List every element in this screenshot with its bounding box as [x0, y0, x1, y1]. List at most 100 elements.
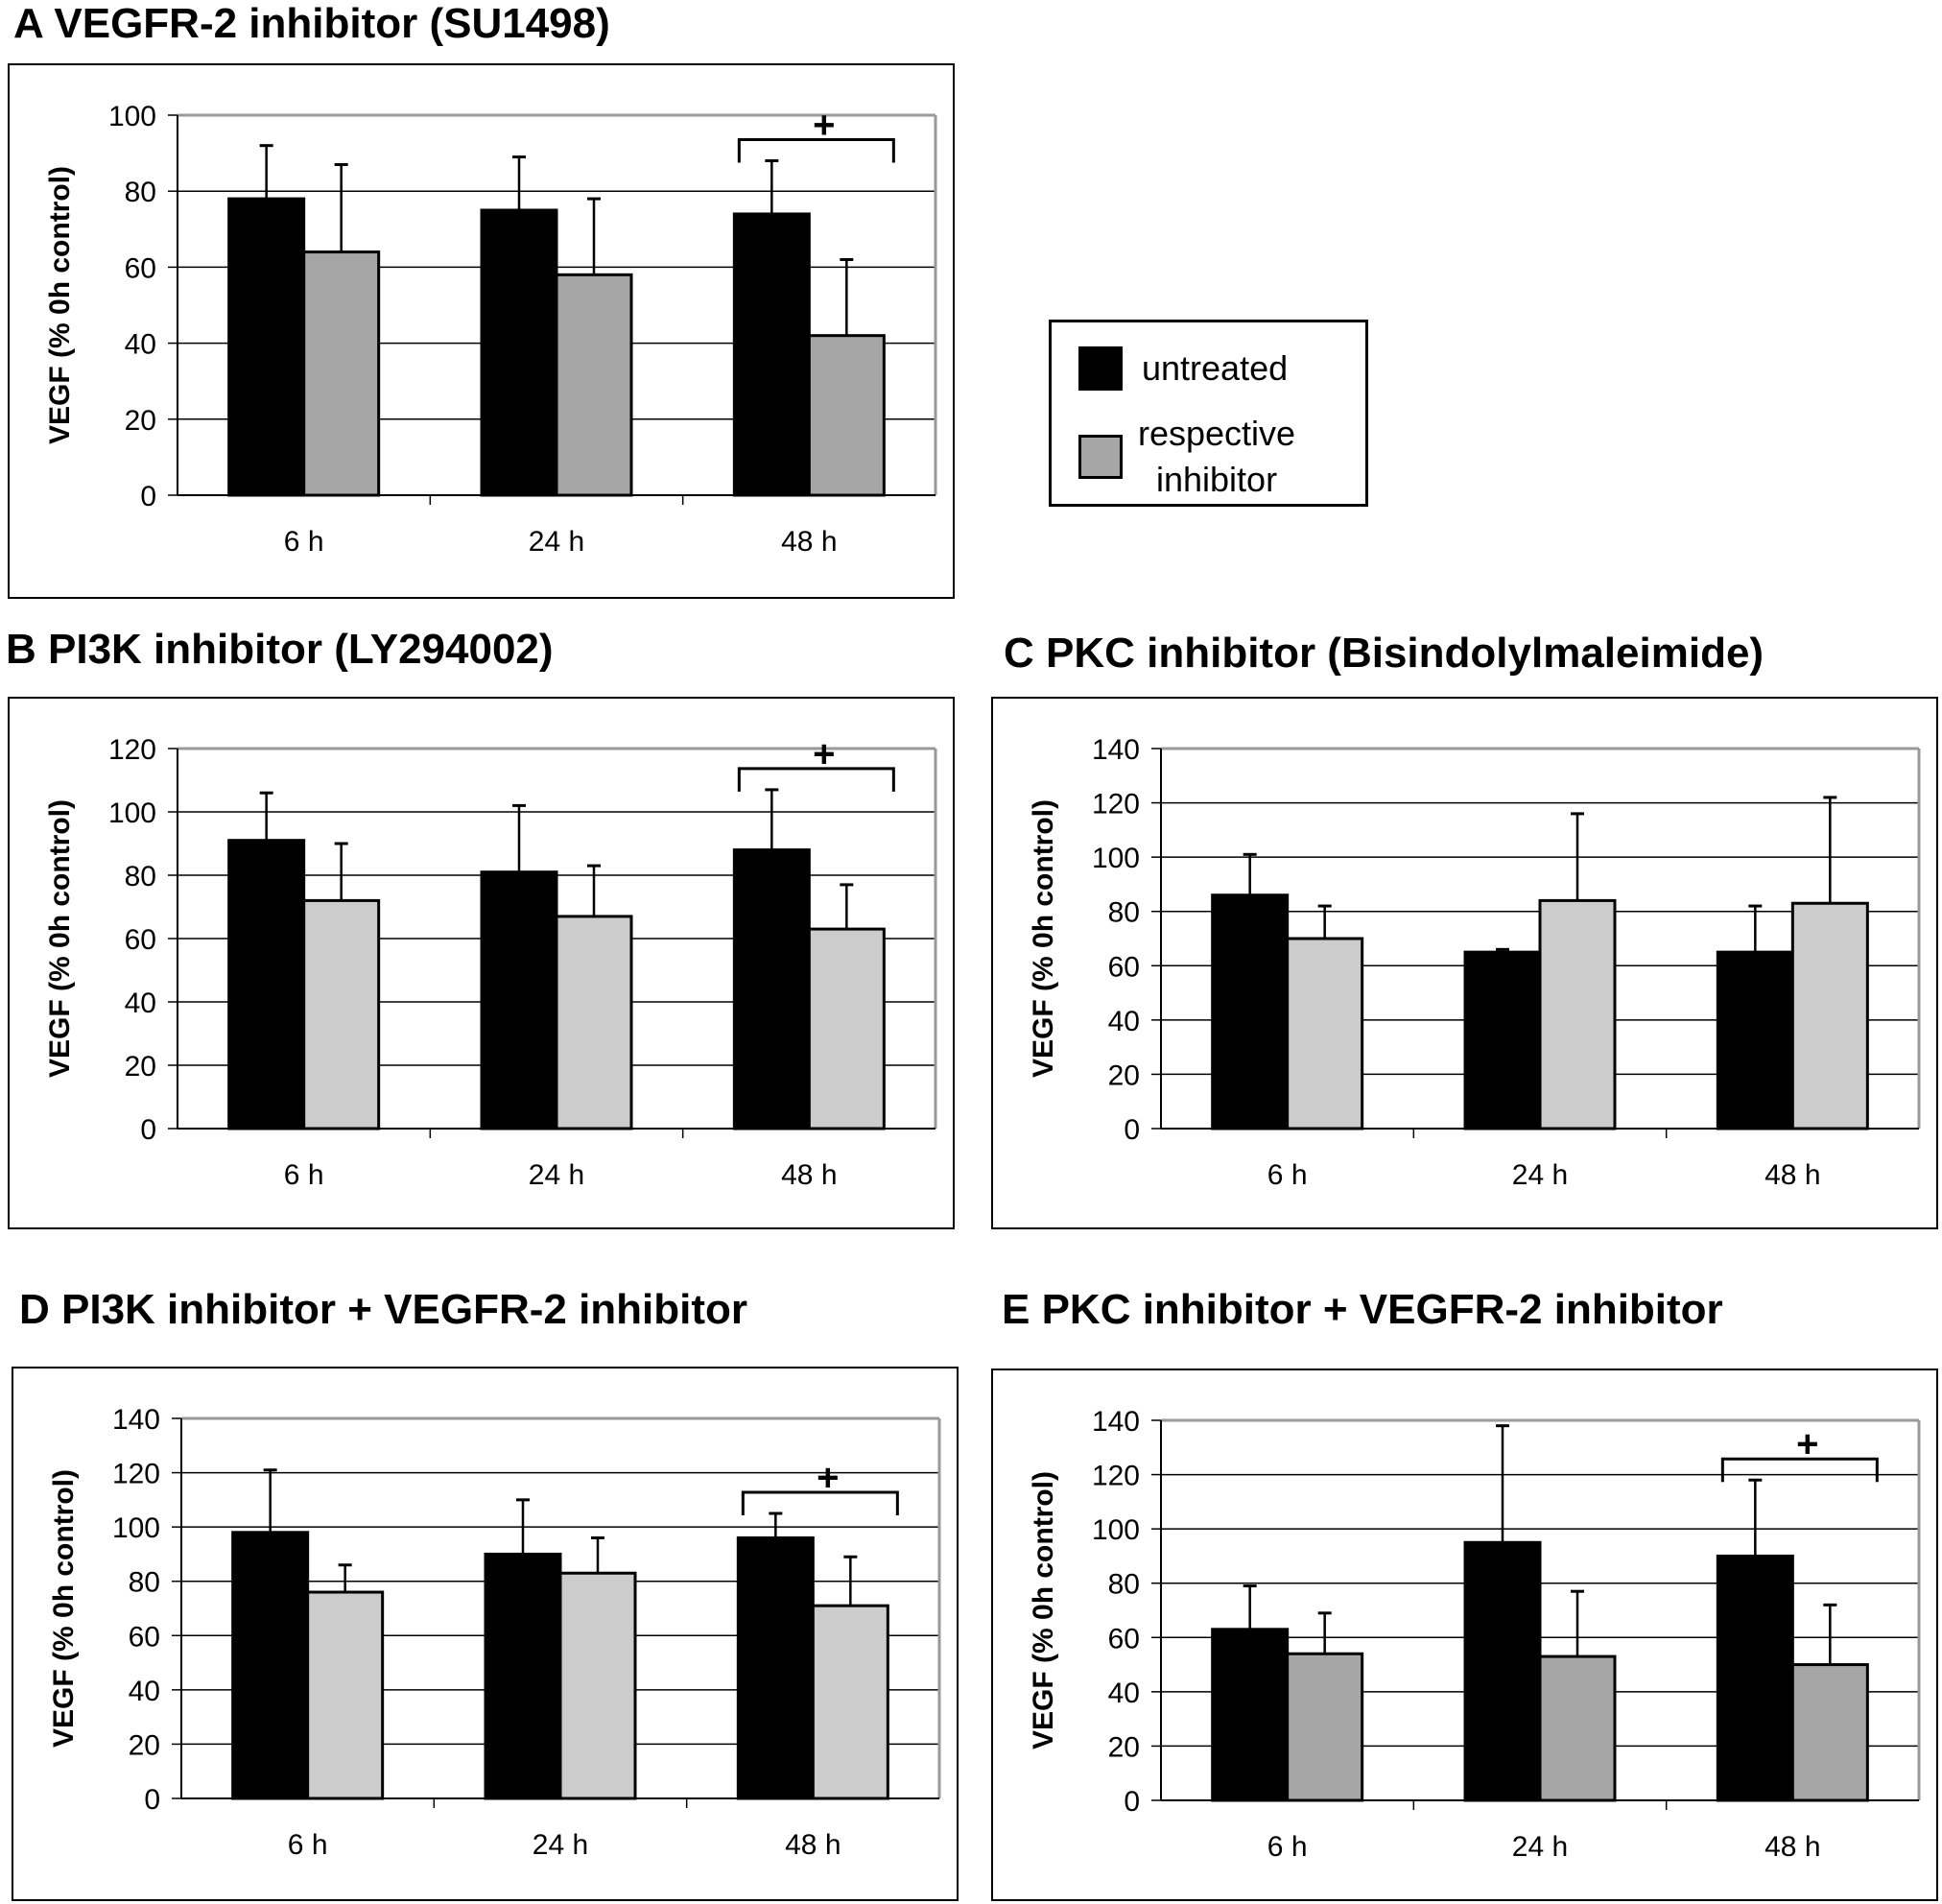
bar-untreated	[480, 208, 558, 497]
y-tick-label: 0	[1124, 1786, 1140, 1818]
y-tick-label: 100	[108, 101, 156, 132]
panel-c-title: C PKC inhibitor (Bisindolylmaleimide)	[1004, 630, 1764, 677]
bar-untreated	[231, 1531, 310, 1800]
y-tick-label: 40	[125, 329, 156, 361]
legend-item-untreated: untreated	[1078, 345, 1288, 392]
panel-d-title: D PI3K inhibitor + VEGFR-2 inhibitor	[19, 1286, 748, 1333]
y-tick-label: 0	[1124, 1114, 1140, 1146]
legend-label-inhibitor-line1: respective	[1138, 414, 1296, 453]
bar-untreated	[732, 212, 811, 497]
y-tick-label: 60	[125, 252, 156, 284]
y-tick-label: 140	[1092, 734, 1140, 766]
y-tick-label: 20	[129, 1729, 160, 1761]
bar-inhibitor	[302, 250, 381, 497]
y-tick-label: 40	[1108, 1678, 1140, 1709]
x-tick-label: 6 h	[288, 1829, 328, 1861]
panel-b-title: B PI3K inhibitor (LY294002)	[6, 626, 554, 673]
bar-inhibitor	[1538, 898, 1617, 1130]
x-tick-label: 48 h	[785, 1829, 841, 1861]
y-tick-label: 40	[1108, 1006, 1140, 1037]
chart-e-svg: 0 20 40 60 80 100 120 140 VEGF (% 0h control) 6 h…	[1028, 1406, 1921, 1863]
y-tick-label: 80	[129, 1567, 160, 1599]
legend: untreated respective inhibitor	[1049, 320, 1368, 507]
y-axis-label: VEGF (% 0h control)	[44, 799, 76, 1078]
bar-inhibitor	[1538, 1654, 1617, 1802]
chart-a-svg: 0 20 40 60 80 100 VEGF (% 0h control) 6 h 24 h 48…	[44, 101, 937, 558]
significance-marker: +	[813, 105, 835, 147]
bar-untreated	[1463, 1540, 1542, 1802]
y-tick-label: 40	[129, 1676, 160, 1707]
chart-d: 0 20 40 60 80 100 120 140 VEGF (% 0h control) 6 h…	[12, 1367, 959, 1901]
significance-marker: +	[813, 733, 835, 775]
bar-inhibitor	[1790, 901, 1869, 1130]
y-tick-label: 40	[125, 988, 156, 1019]
y-tick-label: 140	[112, 1404, 160, 1436]
bar-untreated	[480, 870, 558, 1130]
bar-untreated	[1211, 893, 1290, 1130]
bar-inhibitor	[555, 273, 633, 497]
bar-untreated	[736, 1535, 815, 1800]
bar-untreated	[484, 1552, 562, 1800]
x-tick-label: 24 h	[1512, 1159, 1568, 1191]
legend-swatch-inhibitor	[1078, 435, 1123, 479]
bar-inhibitor	[811, 1604, 889, 1800]
x-tick-label: 24 h	[533, 1829, 588, 1861]
y-tick-label: 20	[1108, 1731, 1140, 1763]
legend-swatch-untreated	[1078, 346, 1123, 391]
y-tick-label: 100	[112, 1512, 160, 1544]
y-tick-label: 0	[144, 1784, 160, 1816]
significance-marker: +	[1796, 1423, 1818, 1465]
y-tick-label: 100	[1092, 843, 1140, 874]
x-tick-label: 24 h	[1512, 1831, 1568, 1863]
y-axis-label: VEGF (% 0h control)	[44, 166, 76, 444]
significance-bracket	[1720, 1457, 1879, 1483]
bar-untreated	[1211, 1628, 1290, 1802]
y-tick-label: 120	[1092, 1461, 1140, 1492]
chart-a: 0 20 40 60 80 100 VEGF (% 0h control) 6 h 24 h 48…	[8, 63, 955, 599]
y-tick-label: 60	[1108, 951, 1140, 983]
chart-c-svg: 0 20 40 60 80 100 120 140 VEGF (% 0h control) 6 h…	[1028, 734, 1921, 1191]
y-tick-label: 20	[125, 405, 156, 437]
legend-item-inhibitor: respective inhibitor	[1078, 411, 1295, 503]
panel-a-title: A VEGFR-2 inhibitor (SU1498)	[13, 0, 610, 47]
x-tick-label: 6 h	[284, 526, 324, 558]
significance-marker: +	[817, 1457, 839, 1499]
significance-bracket	[737, 767, 895, 792]
chart-b-svg: 0 20 40 60 80 100 120 VEGF (% 0h control) 6 h 24 …	[44, 733, 937, 1191]
bar-inhibitor	[1286, 1652, 1364, 1802]
y-tick-label: 20	[1108, 1059, 1140, 1091]
x-tick-label: 48 h	[1764, 1159, 1820, 1191]
significance-bracket	[741, 1490, 899, 1515]
x-tick-label: 48 h	[781, 1159, 837, 1191]
y-tick-label: 80	[1108, 1569, 1140, 1601]
y-tick-label: 60	[129, 1621, 160, 1653]
y-tick-label: 120	[1092, 789, 1140, 821]
significance-bracket	[737, 138, 895, 163]
y-tick-label: 100	[1092, 1514, 1140, 1546]
bar-untreated	[1716, 1554, 1794, 1802]
x-tick-label: 6 h	[1267, 1831, 1308, 1863]
y-tick-label: 0	[140, 481, 156, 512]
y-tick-label: 20	[125, 1051, 156, 1083]
y-tick-label: 100	[108, 797, 156, 829]
bar-inhibitor	[807, 927, 886, 1130]
chart-d-svg: 0 20 40 60 80 100 120 140 VEGF (% 0h control) 6 h…	[48, 1404, 941, 1861]
bar-untreated	[732, 848, 811, 1130]
bar-untreated	[227, 197, 306, 497]
x-tick-label: 6 h	[1267, 1159, 1308, 1191]
y-tick-label: 0	[140, 1114, 156, 1146]
y-axis-label: VEGF (% 0h control)	[48, 1469, 80, 1748]
x-tick-label: 48 h	[1764, 1831, 1820, 1863]
chart-e: 0 20 40 60 80 100 120 140 VEGF (% 0h control) 6 h…	[991, 1368, 1938, 1901]
y-axis-label: VEGF (% 0h control)	[1028, 799, 1059, 1078]
y-axis-label: VEGF (% 0h control)	[1028, 1471, 1059, 1749]
y-tick-label: 120	[108, 734, 156, 766]
bar-untreated	[1716, 950, 1794, 1130]
x-tick-label: 6 h	[284, 1159, 324, 1191]
y-tick-label: 60	[1108, 1623, 1140, 1654]
x-tick-label: 48 h	[781, 526, 837, 558]
y-tick-label: 120	[112, 1459, 160, 1490]
x-tick-label: 24 h	[529, 1159, 584, 1191]
y-tick-label: 60	[125, 924, 156, 956]
y-tick-label: 80	[1108, 897, 1140, 929]
